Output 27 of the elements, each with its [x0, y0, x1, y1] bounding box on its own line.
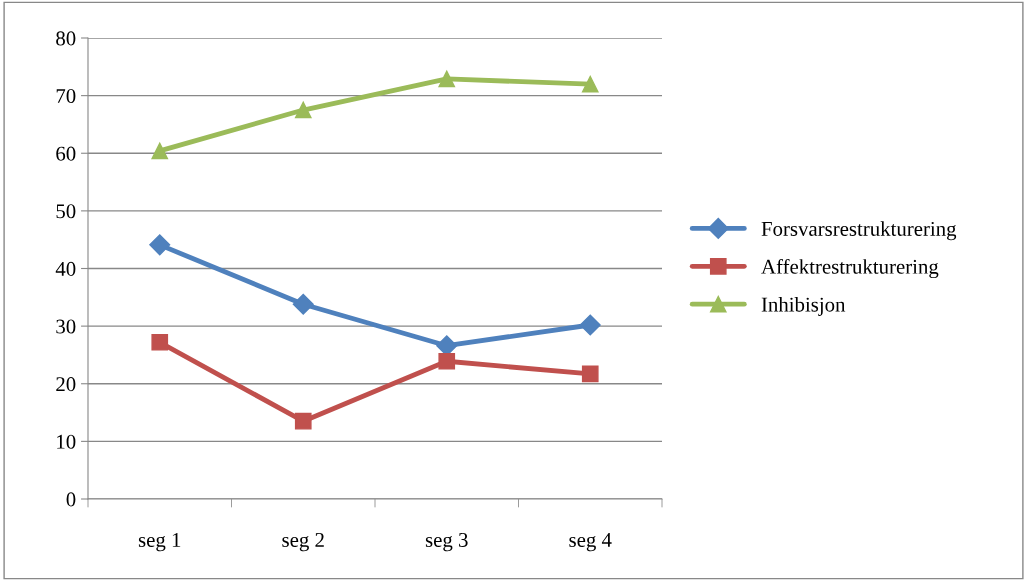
x-tick-label: seg 2 — [282, 532, 324, 552]
point — [581, 365, 599, 383]
point — [438, 352, 456, 370]
point — [579, 314, 601, 336]
legend-label: Inhibisjon — [761, 296, 846, 316]
point — [294, 412, 312, 430]
y-tick-label: 10 — [57, 434, 76, 449]
y-tick-label: 40 — [55, 261, 76, 276]
legend-label: Affektrestrukturering — [761, 258, 939, 279]
y-tick-label: 30 — [56, 319, 76, 334]
point — [151, 142, 169, 160]
y-tick-label: 60 — [56, 146, 76, 161]
legend-label: Forsvarsrestrukturering — [761, 221, 957, 241]
y-tick-label: 50 — [56, 204, 76, 219]
x-tick-label: seg 4 — [569, 533, 612, 552]
y-tick-label: 20 — [56, 377, 76, 392]
point — [294, 101, 312, 119]
y-tick-label: 70 — [56, 89, 76, 104]
point — [292, 293, 314, 315]
point — [581, 75, 599, 93]
x-tick-label: seg 1 — [138, 532, 181, 552]
point — [151, 333, 169, 351]
point — [438, 70, 456, 88]
y-tick-label: 0 — [66, 492, 76, 507]
y-tick-label: 80 — [56, 31, 76, 46]
x-tick-label: seg 3 — [425, 532, 468, 552]
point — [149, 234, 171, 256]
